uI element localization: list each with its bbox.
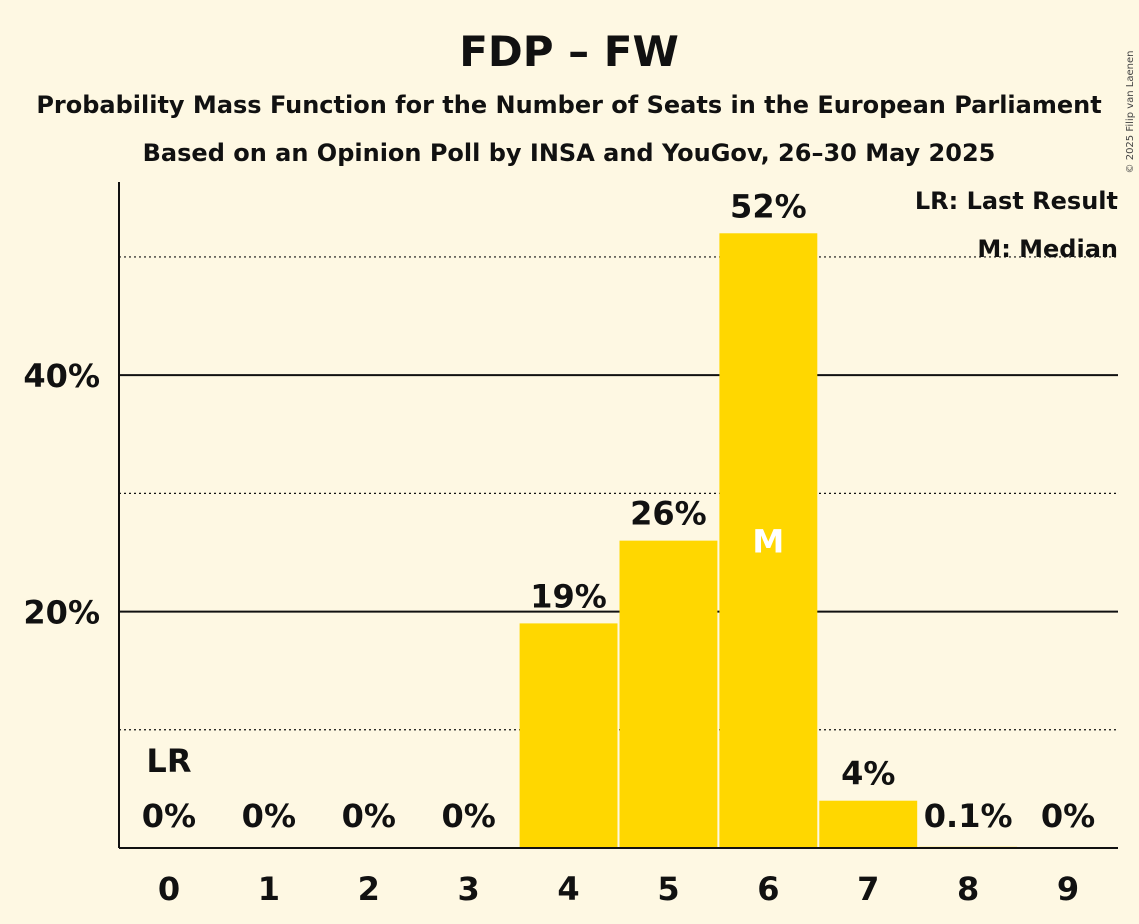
legend-median: M: Median	[977, 235, 1118, 263]
bars	[519, 233, 1018, 849]
chart-subtitle-2: Based on an Opinion Poll by INSA and You…	[143, 139, 996, 167]
value-label: 0.1%	[924, 797, 1013, 835]
x-tick-labels: 0 1 2 3 4 5 6 7 8 9	[158, 870, 1079, 908]
value-label: 0%	[142, 797, 196, 835]
bar	[519, 623, 618, 848]
y-tick-label: 20%	[23, 594, 100, 632]
value-label: 52%	[730, 187, 807, 225]
y-tick-labels: 20% 40%	[23, 357, 100, 631]
value-label: 0%	[1041, 797, 1095, 835]
median-marker: M	[752, 523, 784, 561]
value-label: 26%	[630, 495, 707, 533]
value-label: 0%	[441, 797, 495, 835]
x-tick-label: 4	[557, 870, 579, 908]
x-tick-label: 0	[158, 870, 180, 908]
legend-last-result: LR: Last Result	[915, 187, 1118, 215]
value-labels: 0% 0% 0% 0% 19% 26% 52% 4% 0.1% 0% LR M	[142, 187, 1095, 835]
x-tick-label: 2	[358, 870, 380, 908]
chart-subtitle: Probability Mass Function for the Number…	[36, 91, 1101, 119]
x-tick-label: 8	[957, 870, 979, 908]
value-label: 4%	[841, 755, 895, 793]
x-tick-label: 6	[757, 870, 779, 908]
chart-title: FDP – FW	[459, 27, 679, 76]
last-result-marker: LR	[146, 742, 191, 780]
bar	[819, 800, 918, 848]
bar	[619, 540, 718, 848]
y-tick-label: 40%	[23, 357, 100, 395]
value-label: 19%	[530, 577, 607, 615]
x-tick-label: 3	[458, 870, 480, 908]
gridlines	[119, 256, 1118, 731]
x-tick-label: 5	[657, 870, 679, 908]
copyright-text: © 2025 Filip van Laenen	[1125, 51, 1136, 174]
bar	[719, 233, 818, 849]
x-tick-label: 7	[857, 870, 879, 908]
x-tick-label: 1	[258, 870, 280, 908]
x-tick-label: 9	[1057, 870, 1079, 908]
value-label: 0%	[242, 797, 296, 835]
value-label: 0%	[342, 797, 396, 835]
